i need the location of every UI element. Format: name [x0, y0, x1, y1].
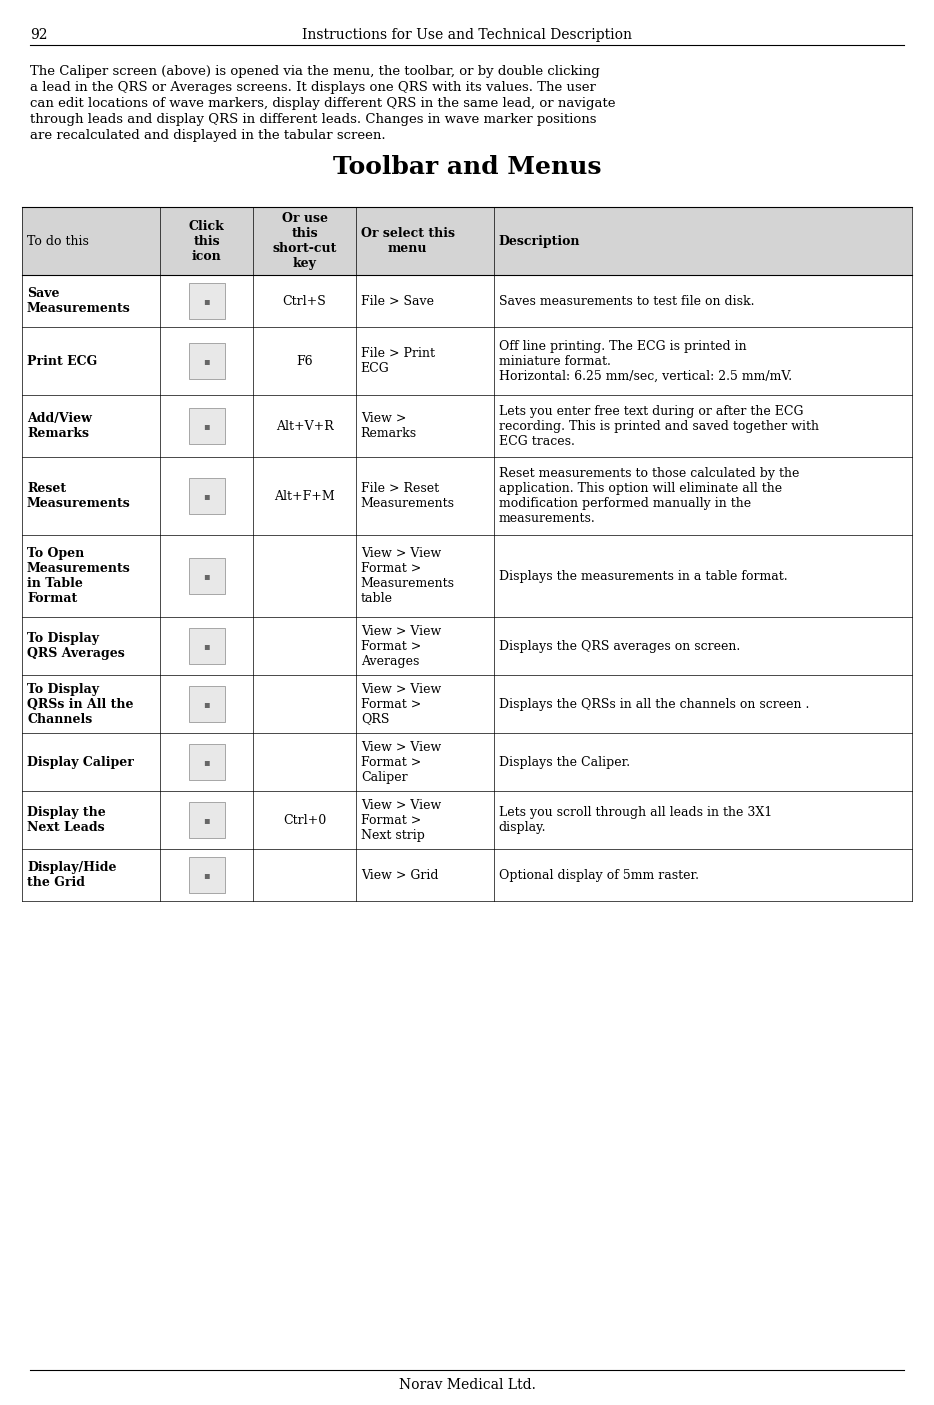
Text: Reset
Measurements: Reset Measurements: [27, 482, 131, 510]
Text: File > Print
ECG: File > Print ECG: [361, 347, 434, 375]
Text: Display Caliper: Display Caliper: [27, 756, 134, 769]
Text: Displays the measurements in a table format.: Displays the measurements in a table for…: [499, 569, 787, 583]
Bar: [253, 207, 356, 275]
FancyBboxPatch shape: [189, 802, 225, 837]
Text: ▪: ▪: [204, 355, 210, 365]
Text: are recalculated and displayed in the tabular screen.: are recalculated and displayed in the ta…: [30, 129, 386, 142]
Text: ▪: ▪: [204, 570, 210, 582]
Text: View > View
Format >
QRS: View > View Format > QRS: [361, 683, 441, 725]
Text: View >
Remarks: View > Remarks: [361, 412, 417, 440]
Text: F6: F6: [296, 354, 313, 368]
Text: Alt+V+R: Alt+V+R: [276, 420, 333, 433]
Text: Ctrl+S: Ctrl+S: [283, 295, 327, 308]
FancyBboxPatch shape: [189, 478, 225, 514]
Text: To Display
QRSs in All the
Channels: To Display QRSs in All the Channels: [27, 683, 134, 725]
Text: Saves measurements to test file on disk.: Saves measurements to test file on disk.: [499, 295, 754, 308]
Text: ▪: ▪: [204, 700, 210, 710]
Text: To Open
Measurements
in Table
Format: To Open Measurements in Table Format: [27, 547, 131, 606]
Text: To do this: To do this: [27, 235, 89, 247]
Text: through leads and display QRS in different leads. Changes in wave marker positio: through leads and display QRS in differe…: [30, 112, 597, 126]
Text: Displays the QRSs in all the channels on screen .: Displays the QRSs in all the channels on…: [499, 697, 809, 711]
Text: ▪: ▪: [204, 641, 210, 651]
FancyBboxPatch shape: [189, 343, 225, 379]
Text: Displays the Caliper.: Displays the Caliper.: [499, 756, 630, 769]
Text: ▪: ▪: [204, 296, 210, 306]
Text: File > Save: File > Save: [361, 295, 433, 308]
Text: Lets you scroll through all leads in the 3X1
display.: Lets you scroll through all leads in the…: [499, 806, 771, 835]
FancyBboxPatch shape: [189, 628, 225, 665]
Text: Alt+F+M: Alt+F+M: [275, 489, 335, 503]
Text: ▪: ▪: [204, 490, 210, 502]
Bar: [494, 207, 912, 275]
Text: View > View
Format >
Averages: View > View Format > Averages: [361, 624, 441, 667]
Text: Displays the QRS averages on screen.: Displays the QRS averages on screen.: [499, 639, 740, 652]
Text: Or select this
menu: Or select this menu: [361, 228, 455, 254]
Bar: [356, 207, 494, 275]
Text: ▪: ▪: [204, 815, 210, 825]
Text: ▪: ▪: [204, 757, 210, 767]
Text: ▪: ▪: [204, 422, 210, 431]
Text: Print ECG: Print ECG: [27, 354, 97, 368]
Text: can edit locations of wave markers, display different QRS in the same lead, or n: can edit locations of wave markers, disp…: [30, 97, 616, 110]
Text: Off line printing. The ECG is printed in
miniature format.
Horizontal: 6.25 mm/s: Off line printing. The ECG is printed in…: [499, 340, 792, 382]
Bar: [22, 207, 160, 275]
FancyBboxPatch shape: [189, 558, 225, 594]
Text: Norav Medical Ltd.: Norav Medical Ltd.: [399, 1378, 535, 1392]
Text: File > Reset
Measurements: File > Reset Measurements: [361, 482, 455, 510]
Text: Toolbar and Menus: Toolbar and Menus: [333, 155, 601, 178]
Text: Display the
Next Leads: Display the Next Leads: [27, 806, 106, 835]
Text: Ctrl+0: Ctrl+0: [283, 813, 326, 826]
Text: ▪: ▪: [204, 870, 210, 880]
FancyBboxPatch shape: [189, 282, 225, 319]
Text: View > Grid: View > Grid: [361, 868, 438, 881]
Bar: [160, 207, 253, 275]
Text: 92: 92: [30, 28, 48, 42]
Text: View > View
Format >
Next strip: View > View Format > Next strip: [361, 798, 441, 842]
Text: Save
Measurements: Save Measurements: [27, 287, 131, 315]
Text: The Caliper screen (above) is opened via the menu, the toolbar, or by double cli: The Caliper screen (above) is opened via…: [30, 65, 600, 79]
Text: a lead in the QRS or Averages screens. It displays one QRS with its values. The : a lead in the QRS or Averages screens. I…: [30, 81, 596, 94]
FancyBboxPatch shape: [189, 686, 225, 722]
Text: Add/View
Remarks: Add/View Remarks: [27, 412, 92, 440]
FancyBboxPatch shape: [189, 857, 225, 894]
Text: Instructions for Use and Technical Description: Instructions for Use and Technical Descr…: [302, 28, 632, 42]
Text: Or use
this
short-cut
key: Or use this short-cut key: [273, 212, 337, 270]
FancyBboxPatch shape: [189, 407, 225, 444]
Text: Reset measurements to those calculated by the
application. This option will elim: Reset measurements to those calculated b…: [499, 466, 800, 525]
Text: Display/Hide
the Grid: Display/Hide the Grid: [27, 861, 117, 889]
Text: Description: Description: [499, 235, 580, 247]
Text: Lets you enter free text during or after the ECG
recording. This is printed and : Lets you enter free text during or after…: [499, 405, 819, 448]
Text: Click
this
icon: Click this icon: [189, 219, 224, 263]
Text: View > View
Format >
Measurements
table: View > View Format > Measurements table: [361, 547, 455, 606]
Text: To Display
QRS Averages: To Display QRS Averages: [27, 632, 125, 660]
Text: Optional display of 5mm raster.: Optional display of 5mm raster.: [499, 868, 699, 881]
Text: View > View
Format >
Caliper: View > View Format > Caliper: [361, 740, 441, 784]
FancyBboxPatch shape: [189, 745, 225, 780]
